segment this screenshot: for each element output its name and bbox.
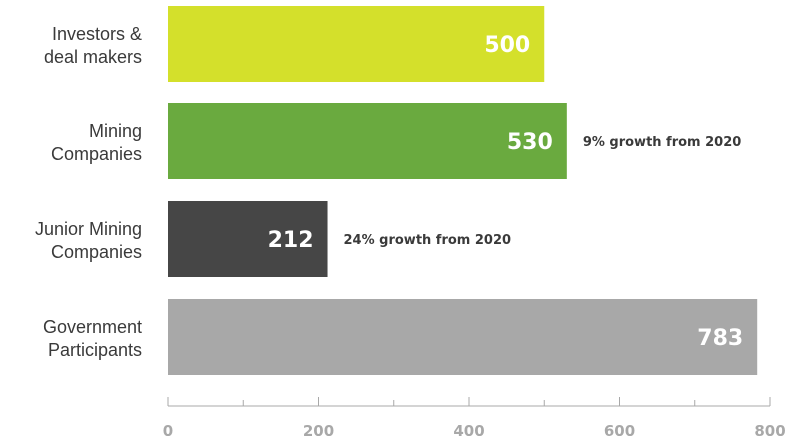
x-tick-label: 800 xyxy=(754,422,785,440)
category-label: Junior Mining Companies xyxy=(35,219,142,262)
category-label-line: deal makers xyxy=(44,47,142,67)
growth-annotation: 24% growth from 2020 xyxy=(344,233,512,248)
category-label-line: Investors & xyxy=(52,24,142,44)
category-label: Mining Companies xyxy=(51,121,142,164)
category-label: Government Participants xyxy=(43,317,142,360)
bar xyxy=(168,299,758,375)
category-label-line: Government xyxy=(43,317,142,337)
bar-value-label: 500 xyxy=(484,33,530,58)
category-label-line: Participants xyxy=(48,340,142,360)
bar-value-label: 783 xyxy=(697,326,743,351)
x-tick-label: 400 xyxy=(453,422,484,440)
bars-layer: 500 Investors & deal makers 530 Mining Compan… xyxy=(35,6,758,375)
bar xyxy=(168,103,567,179)
category-label: Investors & deal makers xyxy=(44,24,142,67)
category-label-line: Junior Mining xyxy=(35,219,142,239)
x-tick-label: 0 xyxy=(163,422,173,440)
bar xyxy=(168,201,328,277)
bar xyxy=(168,6,545,82)
bar-value-label: 530 xyxy=(507,130,553,155)
x-tick-label: 200 xyxy=(303,422,334,440)
bar-value-label: 212 xyxy=(268,228,314,253)
category-label-line: Companies xyxy=(51,242,142,262)
x-tick-label: 600 xyxy=(604,422,635,440)
growth-annotation: 9% growth from 2020 xyxy=(583,135,742,150)
category-label-line: Mining xyxy=(89,121,142,141)
x-axis: 0 200 400 600 800 xyxy=(163,397,786,440)
category-label-line: Companies xyxy=(51,144,142,164)
